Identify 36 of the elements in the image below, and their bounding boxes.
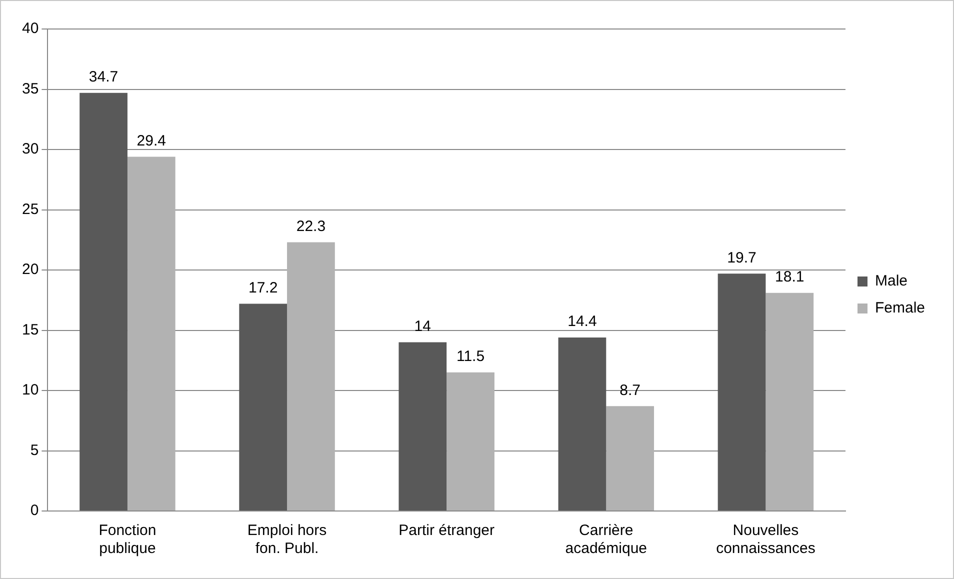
bar [718,274,766,510]
y-tick-label: 20 [22,261,39,278]
x-tick-label: Fonction publique [98,522,156,558]
bar [398,342,447,510]
data-label: 22.3 [296,218,326,235]
y-tick-label: 5 [30,442,39,459]
bar [287,242,335,510]
y-tick-label: 30 [22,140,39,158]
bar [446,372,494,510]
bar [80,92,128,510]
data-label: 18.1 [775,268,804,286]
legend-label: Male [874,272,908,290]
x-tick-label: Nouvelles connaissances [716,522,816,558]
data-label: 17.2 [248,279,278,296]
bar [558,337,606,510]
data-label: 34.7 [88,68,118,86]
bar [606,406,654,510]
x-tick-label: Carrière académique [565,522,648,558]
bar [766,292,814,510]
data-label: 14.4 [568,313,597,330]
y-tick-label: 35 [22,80,39,98]
data-label: 11.5 [456,348,485,366]
y-tick-label: 0 [30,502,39,520]
legend-label: Female [874,300,926,317]
x-tick-label: Partir étranger [398,522,495,540]
data-label: 19.7 [727,249,756,266]
y-tick-label: 40 [22,20,39,38]
y-tick-label: 25 [22,200,39,218]
data-label: 29.4 [136,132,166,150]
data-label: 14 [414,318,431,335]
y-tick-label: 15 [22,321,39,338]
data-label: 8.7 [620,382,641,399]
x-tick-label: Emploi hors fon. Publ. [247,522,327,558]
bar [127,156,176,510]
bar [239,304,288,510]
y-tick-label: 10 [22,382,39,399]
